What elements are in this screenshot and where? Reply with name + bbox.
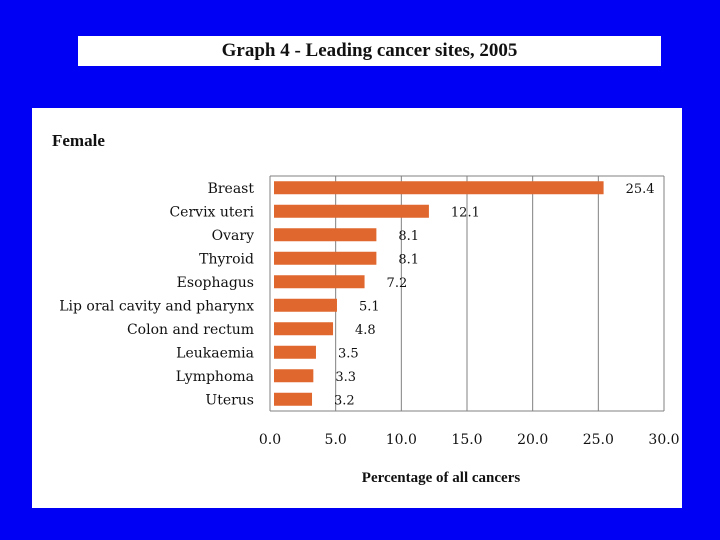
- data-label: 8.1: [398, 229, 419, 244]
- data-label: 7.2: [387, 276, 408, 291]
- category-label: Cervix uteri: [169, 204, 254, 220]
- x-axis-label: Percentage of all cancers: [362, 470, 521, 486]
- panel-title: Female: [52, 131, 105, 150]
- bar-chart: Female Percentage of all cancers 25.4 12.…: [52, 131, 680, 486]
- bar: [274, 322, 334, 336]
- x-tick-label: 15.0: [451, 432, 482, 448]
- bar: [274, 181, 604, 195]
- chart-title-box: Graph 4 - Leading cancer sites, 2005: [78, 36, 661, 66]
- bar: [274, 298, 337, 312]
- bar: [274, 228, 377, 242]
- bar: [274, 275, 365, 289]
- bar: [274, 392, 313, 406]
- category-label: Lymphoma: [176, 369, 254, 385]
- category-label: Thyroid: [199, 251, 254, 267]
- data-label: 25.4: [626, 182, 655, 197]
- x-tick-labels: 0.0 5.0 10.0 15.0 20.0 25.0 30.0: [259, 432, 680, 448]
- bars: 25.4 12.1 8.1 8.1 7.2 5.1 4.8 3.5 3.3 3.2: [274, 181, 655, 408]
- bar: [274, 369, 314, 383]
- bar: [274, 204, 429, 218]
- x-tick-label: 30.0: [648, 432, 679, 448]
- data-label: 3.3: [335, 370, 356, 385]
- data-label: 12.1: [451, 205, 480, 220]
- bar: [274, 345, 316, 359]
- x-tick-label: 0.0: [259, 432, 281, 448]
- x-tick-label: 10.0: [386, 432, 417, 448]
- chart-title: Graph 4 - Leading cancer sites, 2005: [221, 40, 518, 61]
- category-label: Ovary: [212, 228, 254, 244]
- category-label: Lip oral cavity and pharynx: [59, 298, 254, 314]
- data-label: 3.5: [338, 346, 359, 361]
- category-label: Leukaemia: [176, 345, 254, 361]
- data-label: 4.8: [355, 323, 376, 338]
- data-label: 3.2: [334, 393, 355, 408]
- category-label: Colon and rectum: [127, 322, 254, 338]
- x-tick-label: 5.0: [325, 432, 347, 448]
- category-label: Esophagus: [177, 275, 254, 291]
- data-label: 5.1: [359, 299, 380, 314]
- data-label: 8.1: [398, 252, 419, 267]
- chart-panel: Female Percentage of all cancers 25.4 12.…: [32, 108, 682, 508]
- category-labels: Breast Cervix uteri Ovary Thyroid Esophagus L…: [59, 181, 254, 409]
- x-tick-label: 25.0: [583, 432, 614, 448]
- x-tick-label: 20.0: [517, 432, 548, 448]
- category-label: Breast: [208, 181, 255, 197]
- bar: [274, 251, 377, 265]
- category-label: Uterus: [205, 392, 254, 408]
